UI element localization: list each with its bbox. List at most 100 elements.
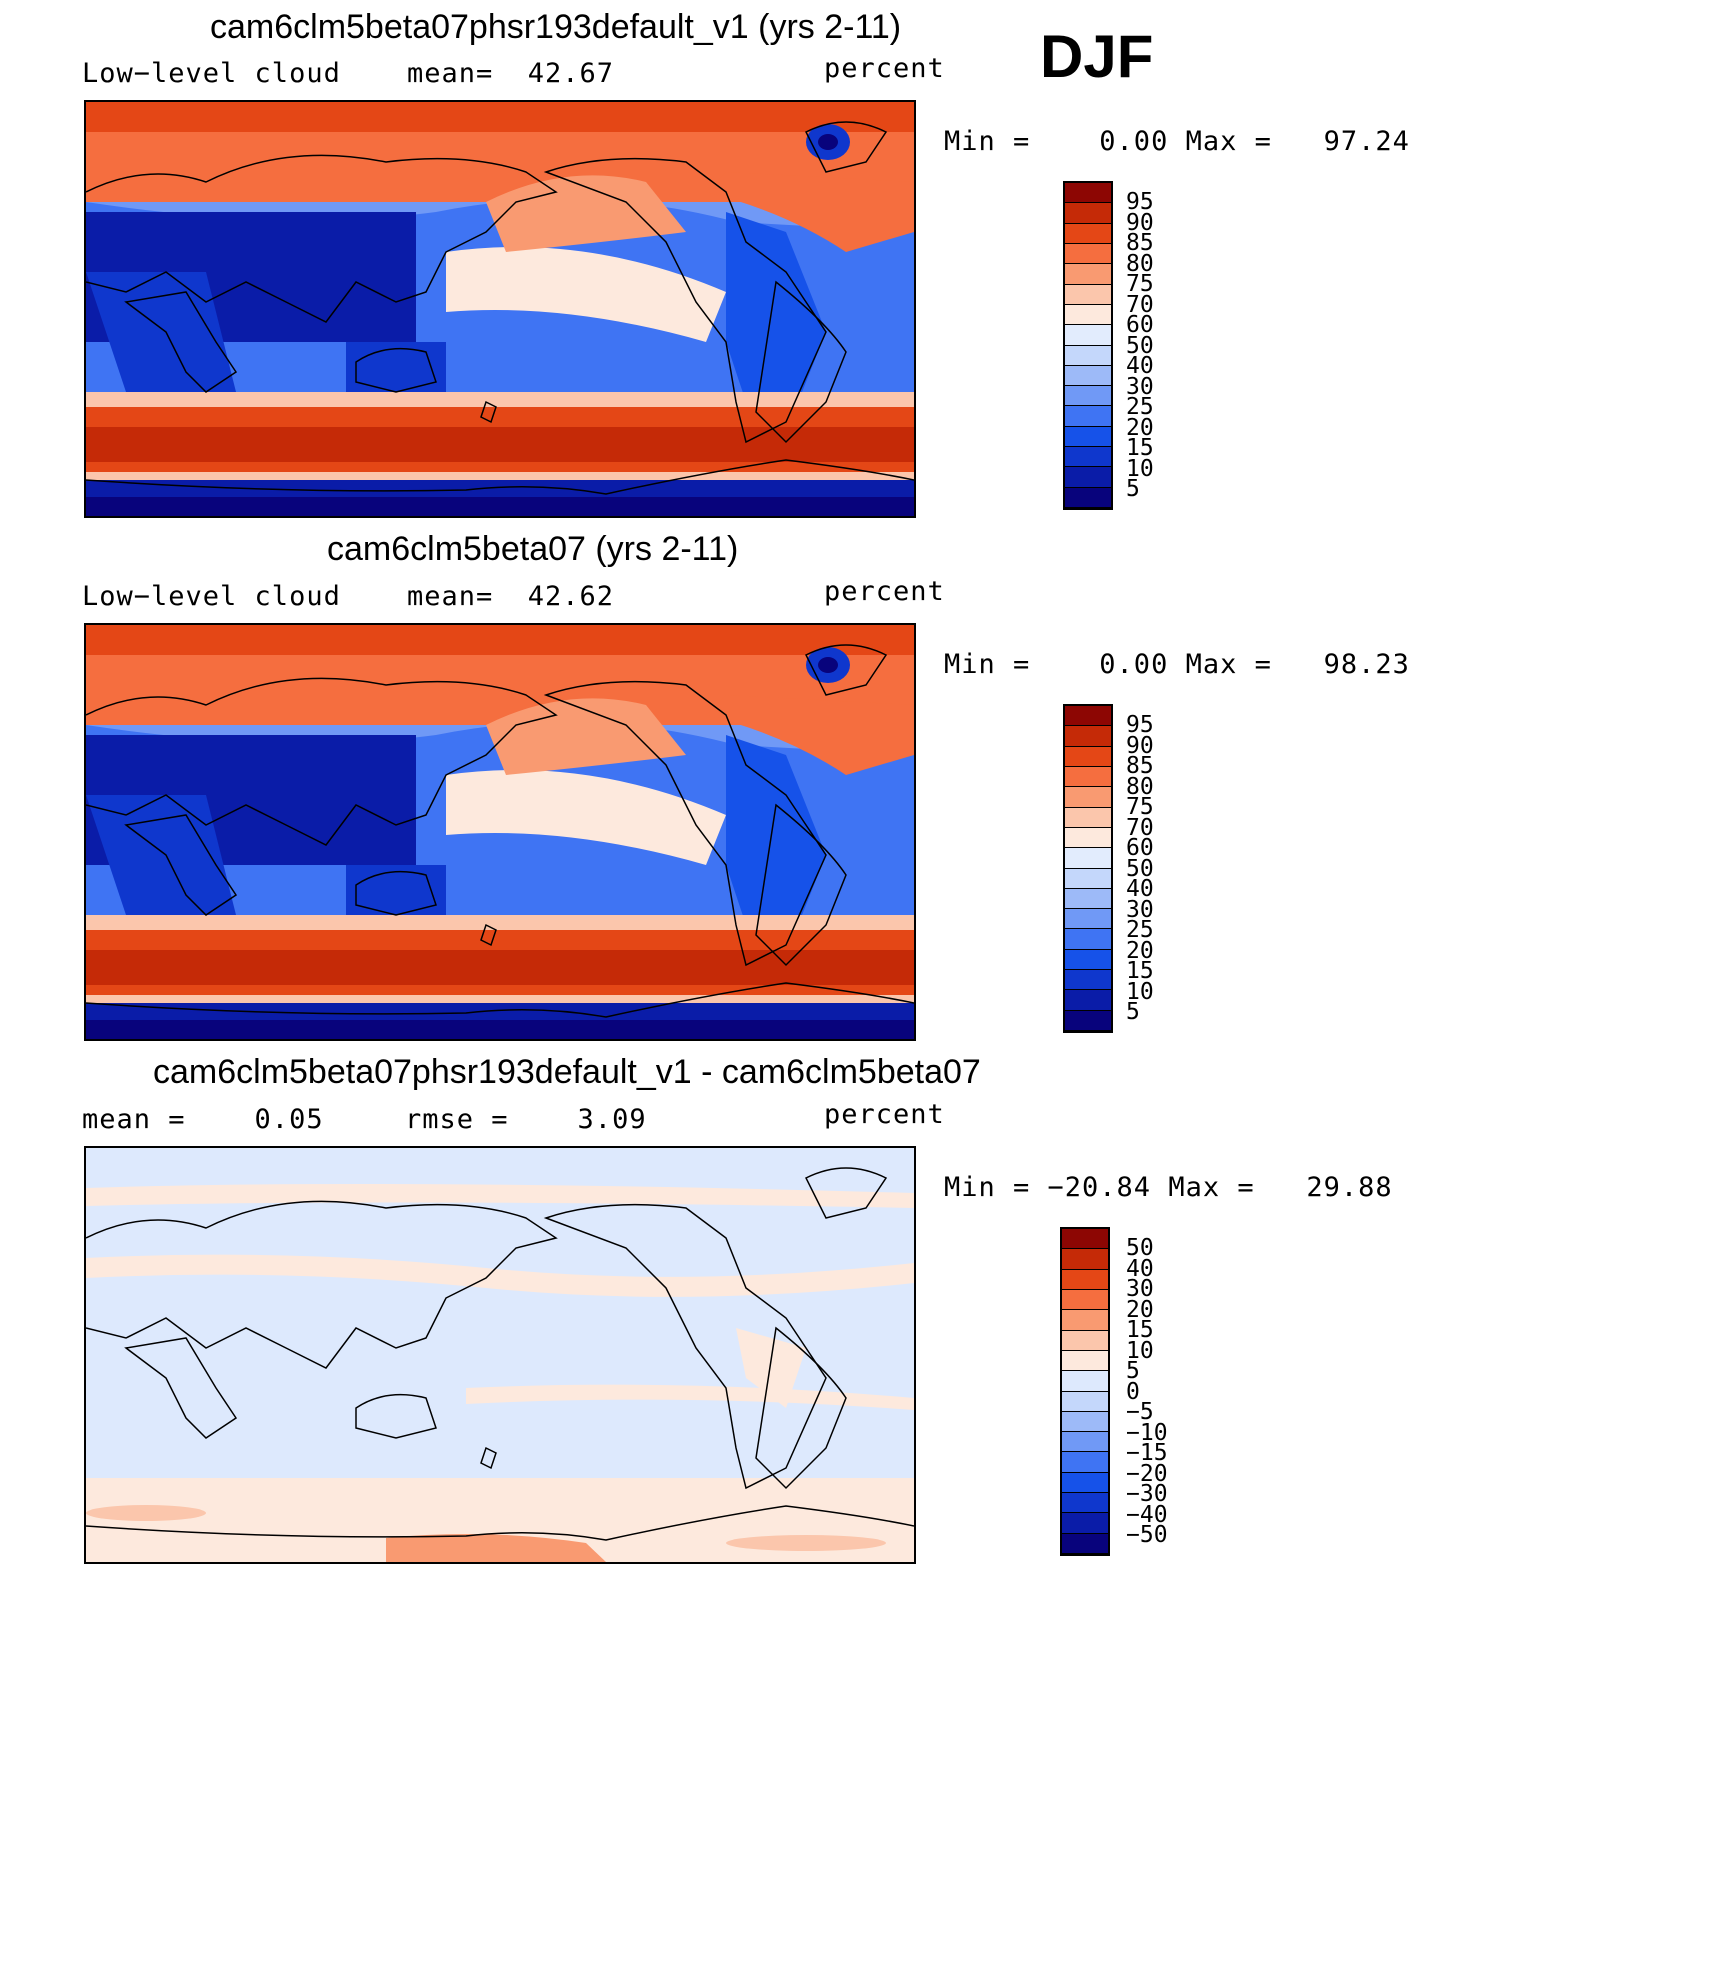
panel-3-coastlines	[86, 1167, 914, 1541]
colorbar-swatch	[1062, 1249, 1108, 1270]
panel-1-variable-label: Low−level cloud	[82, 58, 341, 89]
colorbar-tick-label: 50	[1126, 855, 1154, 882]
colorbar-swatch	[1062, 1269, 1108, 1290]
panel-3-units-label: percent	[824, 1099, 945, 1130]
colorbar-swatch	[1062, 1289, 1108, 1311]
colorbar-swatch	[1065, 426, 1111, 448]
colorbar-swatch	[1065, 929, 1111, 950]
panel-2-cloud-field	[86, 625, 914, 1039]
colorbar-swatch	[1065, 949, 1111, 971]
panel-3-map	[84, 1146, 916, 1564]
colorbar-swatch	[1065, 406, 1111, 427]
colorbar-tick-label: 60	[1126, 835, 1154, 861]
colorbar-swatch	[1065, 345, 1111, 366]
colorbar-tick-label: 30	[1126, 373, 1154, 400]
colorbar-swatch	[1065, 447, 1111, 468]
colorbar-tick-label: 50	[1126, 1235, 1154, 1261]
colorbar-tick-label: 5	[1126, 999, 1140, 1025]
panel-1-minmax: Min = 0.00 Max = 97.24	[944, 126, 1410, 157]
colorbar-swatch	[1065, 264, 1111, 285]
colorbar-tick-label: −50	[1126, 1522, 1168, 1548]
panel-2-minmax: Min = 0.00 Max = 98.23	[944, 649, 1410, 680]
colorbar-tick-label: 90	[1126, 209, 1154, 236]
colorbar-swatch	[1065, 888, 1111, 910]
colorbar-swatch	[1062, 1350, 1108, 1372]
colorbar-swatch	[1065, 807, 1111, 828]
colorbar-swatch	[1062, 1472, 1108, 1494]
colorbar-tick-label: 15	[1126, 1317, 1154, 1343]
panel-2-coastlines	[86, 644, 914, 1018]
colorbar-tick-label: 10	[1126, 1337, 1154, 1364]
colorbar-tick-label: 90	[1126, 732, 1154, 759]
colorbar-swatch	[1062, 1493, 1108, 1514]
colorbar-tick-label: 15	[1126, 958, 1154, 984]
colorbar-tick-label: 20	[1126, 1296, 1154, 1323]
colorbar-tick-label: 20	[1126, 937, 1154, 964]
colorbar-tick-label: 80	[1126, 773, 1154, 800]
colorbar-swatch	[1062, 1229, 1108, 1250]
colorbar-tick-label: 40	[1126, 1255, 1154, 1282]
colorbar-swatch	[1065, 203, 1111, 224]
colorbar-swatch	[1062, 1371, 1108, 1392]
colorbar-swatch	[1065, 243, 1111, 265]
colorbar-swatch	[1065, 183, 1111, 204]
colorbar-tick-label: 85	[1126, 753, 1154, 779]
panel-2-units-label: percent	[824, 576, 945, 607]
colorbar-tick-label: 0	[1126, 1378, 1140, 1405]
colorbar-swatch	[1065, 487, 1111, 508]
colorbar-tick-label: 80	[1126, 250, 1154, 277]
colorbar-swatch	[1065, 868, 1111, 889]
colorbar-tick-label: 40	[1126, 353, 1154, 379]
colorbar-tick-label: 15	[1126, 435, 1154, 461]
colorbar-swatch	[1062, 1411, 1108, 1433]
colorbar-swatch	[1065, 325, 1111, 346]
panel-2-variable-label: Low−level cloud	[82, 581, 341, 612]
colorbar-tick-label: 40	[1126, 876, 1154, 902]
colorbar-tick-label: 30	[1126, 1276, 1154, 1302]
colorbar-swatch	[1065, 365, 1111, 387]
colorbar-swatch	[1062, 1310, 1108, 1331]
colorbar-tick-label: 20	[1126, 414, 1154, 441]
panel-3-mean-label: mean = 0.05	[82, 1104, 324, 1135]
season-label: DJF	[1040, 23, 1154, 90]
colorbar-tick-label: 70	[1126, 814, 1154, 841]
colorbar-tick-label: 25	[1126, 394, 1154, 420]
colorbar-tick-label: 75	[1126, 271, 1154, 297]
colorbar-tick-label: −40	[1126, 1501, 1168, 1528]
panel-3-colorbar	[1060, 1227, 1110, 1556]
colorbar-tick-label: −20	[1126, 1460, 1168, 1487]
panel-3-title: cam6clm5beta07phsr193default_v1 - cam6cl…	[153, 1053, 981, 1091]
panel-1-coastlines	[86, 121, 914, 495]
colorbar-swatch	[1065, 766, 1111, 788]
colorbar-tick-label: 10	[1126, 455, 1154, 482]
colorbar-swatch	[1065, 304, 1111, 326]
colorbar-tick-label: 70	[1126, 291, 1154, 318]
colorbar-tick-label: 95	[1126, 189, 1154, 215]
panel-1-units-label: percent	[824, 53, 945, 84]
colorbar-swatch	[1065, 827, 1111, 849]
colorbar-swatch	[1065, 223, 1111, 244]
panel-1-map	[84, 100, 916, 518]
colorbar-swatch	[1062, 1330, 1108, 1351]
colorbar-tick-label: 5	[1126, 476, 1140, 502]
colorbar-tick-label: 30	[1126, 896, 1154, 923]
colorbar-swatch	[1062, 1533, 1108, 1554]
colorbar-swatch	[1062, 1452, 1108, 1473]
colorbar-tick-label: −10	[1126, 1419, 1168, 1446]
colorbar-swatch	[1065, 284, 1111, 305]
colorbar-tick-label: 5	[1126, 1358, 1140, 1384]
colorbar-swatch	[1065, 990, 1111, 1011]
colorbar-swatch	[1065, 1010, 1111, 1031]
panel-3-rmse-label: rmse = 3.09	[405, 1104, 647, 1135]
colorbar-swatch	[1062, 1513, 1108, 1534]
panel-1-title: cam6clm5beta07phsr193default_v1 (yrs 2-1…	[210, 8, 902, 46]
panel-1-colorbar	[1063, 181, 1113, 510]
panel-2-colorbar	[1063, 704, 1113, 1033]
colorbar-swatch	[1065, 787, 1111, 808]
colorbar-tick-label: −15	[1126, 1440, 1168, 1466]
panel-3-difference-field	[86, 1148, 914, 1562]
colorbar-tick-label: −30	[1126, 1481, 1168, 1507]
colorbar-tick-label: 60	[1126, 312, 1154, 338]
colorbar-tick-label: 25	[1126, 917, 1154, 943]
colorbar-swatch	[1065, 909, 1111, 930]
